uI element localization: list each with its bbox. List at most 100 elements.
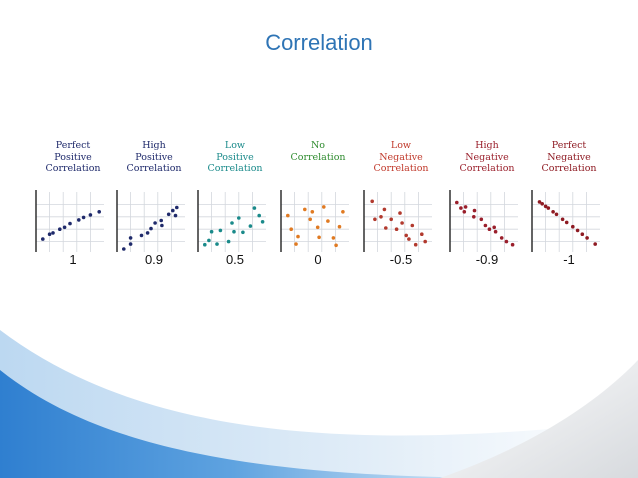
scatter-panel: Perfect Positive Correlation 1 — [32, 140, 114, 272]
panel-heading-line: Perfect — [551, 140, 587, 151]
data-point — [317, 235, 321, 240]
data-point — [226, 239, 231, 244]
data-point — [510, 242, 515, 247]
data-point — [237, 216, 241, 220]
data-point — [77, 218, 81, 222]
data-point — [296, 234, 300, 239]
data-point — [413, 242, 418, 247]
data-point — [546, 206, 551, 210]
panel-heading-line: Correlation — [207, 163, 263, 174]
panel-heading-line: Low — [224, 140, 246, 151]
data-point — [410, 223, 415, 228]
data-point — [382, 207, 387, 212]
panel-heading-line: Positive — [135, 151, 173, 163]
panel-heading: Perfect Positive Correlation — [32, 140, 114, 175]
correlation-value: -0.5 — [389, 252, 413, 267]
data-point — [160, 223, 164, 228]
data-point — [47, 232, 52, 236]
data-point — [230, 221, 234, 225]
correlation-value: -0.9 — [475, 252, 499, 267]
data-point — [128, 242, 133, 246]
data-point — [97, 210, 101, 214]
data-point — [248, 224, 253, 228]
data-point — [41, 237, 45, 241]
data-point — [322, 205, 326, 209]
data-point — [215, 242, 219, 246]
data-point — [472, 215, 476, 219]
data-point — [560, 217, 565, 222]
panel-heading-line: High — [142, 140, 166, 151]
panel-heading-line: Correlation — [126, 163, 182, 174]
data-point — [394, 227, 399, 231]
data-point — [455, 200, 459, 205]
data-point — [128, 236, 133, 240]
data-point — [537, 200, 542, 204]
data-point — [51, 231, 55, 235]
data-point — [334, 243, 338, 248]
data-point — [407, 237, 411, 241]
panel-heading-line: Low — [390, 140, 412, 151]
data-point — [308, 217, 312, 222]
data-point — [175, 205, 179, 210]
data-point — [303, 207, 307, 212]
data-point — [58, 227, 62, 231]
data-point — [315, 225, 320, 230]
data-point — [286, 213, 290, 218]
decorative-wave — [0, 330, 638, 478]
panel-heading-line: High — [475, 140, 499, 151]
data-point — [171, 208, 175, 213]
correlation-value: 1 — [69, 252, 77, 267]
data-point — [479, 217, 484, 222]
data-point — [400, 221, 404, 225]
scatter-plot — [531, 190, 600, 252]
data-point — [540, 202, 544, 206]
data-point — [294, 242, 298, 246]
panel-heading-line: Correlation — [541, 163, 597, 174]
data-point — [575, 228, 580, 233]
data-point — [209, 229, 214, 234]
data-point — [252, 206, 257, 210]
panel-heading-line: Positive — [216, 151, 254, 163]
data-point — [149, 226, 153, 231]
data-point — [159, 218, 163, 223]
data-point — [472, 208, 477, 213]
data-point — [483, 223, 488, 228]
panel-heading-line: Negative — [379, 151, 423, 163]
data-point — [487, 227, 492, 231]
scatter-panel: High Negative Correlation -0.9 — [446, 140, 528, 272]
scatter-plot — [363, 190, 432, 252]
scatter-plot — [197, 190, 266, 252]
data-point — [554, 212, 559, 217]
data-point — [564, 220, 569, 225]
panel-heading-line: Negative — [465, 151, 509, 163]
panel-heading: Perfect Negative Correlation — [528, 140, 610, 175]
data-point — [207, 238, 211, 243]
panel-heading: Low Positive Correlation — [194, 140, 276, 175]
data-point — [504, 239, 509, 244]
data-point — [289, 227, 293, 231]
data-point — [203, 242, 207, 247]
data-point — [462, 210, 467, 214]
data-point — [551, 210, 555, 214]
data-point — [68, 221, 72, 226]
data-point — [459, 206, 463, 210]
scatter-panel: Perfect Negative Correlation -1 — [528, 140, 610, 272]
data-point — [341, 210, 345, 214]
data-point — [423, 239, 427, 244]
panel-heading-line: Correlation — [45, 163, 101, 174]
data-point — [337, 224, 342, 229]
data-point — [463, 205, 468, 209]
data-point — [493, 229, 498, 234]
data-point — [153, 221, 157, 225]
data-point — [166, 212, 171, 217]
panel-heading: High Positive Correlation — [113, 140, 195, 175]
panel-heading-line: Negative — [547, 151, 591, 163]
wave-light-band — [0, 330, 638, 478]
slide-title: Correlation — [265, 30, 373, 55]
scatter-panel: High Positive Correlation 0.9 — [113, 140, 195, 272]
wave-dark-band — [0, 370, 520, 478]
panel-heading-line: Perfect — [55, 140, 91, 151]
data-point — [122, 247, 126, 251]
correlation-value: 0 — [314, 252, 322, 267]
panel-heading: Low Negative Correlation — [360, 140, 442, 175]
